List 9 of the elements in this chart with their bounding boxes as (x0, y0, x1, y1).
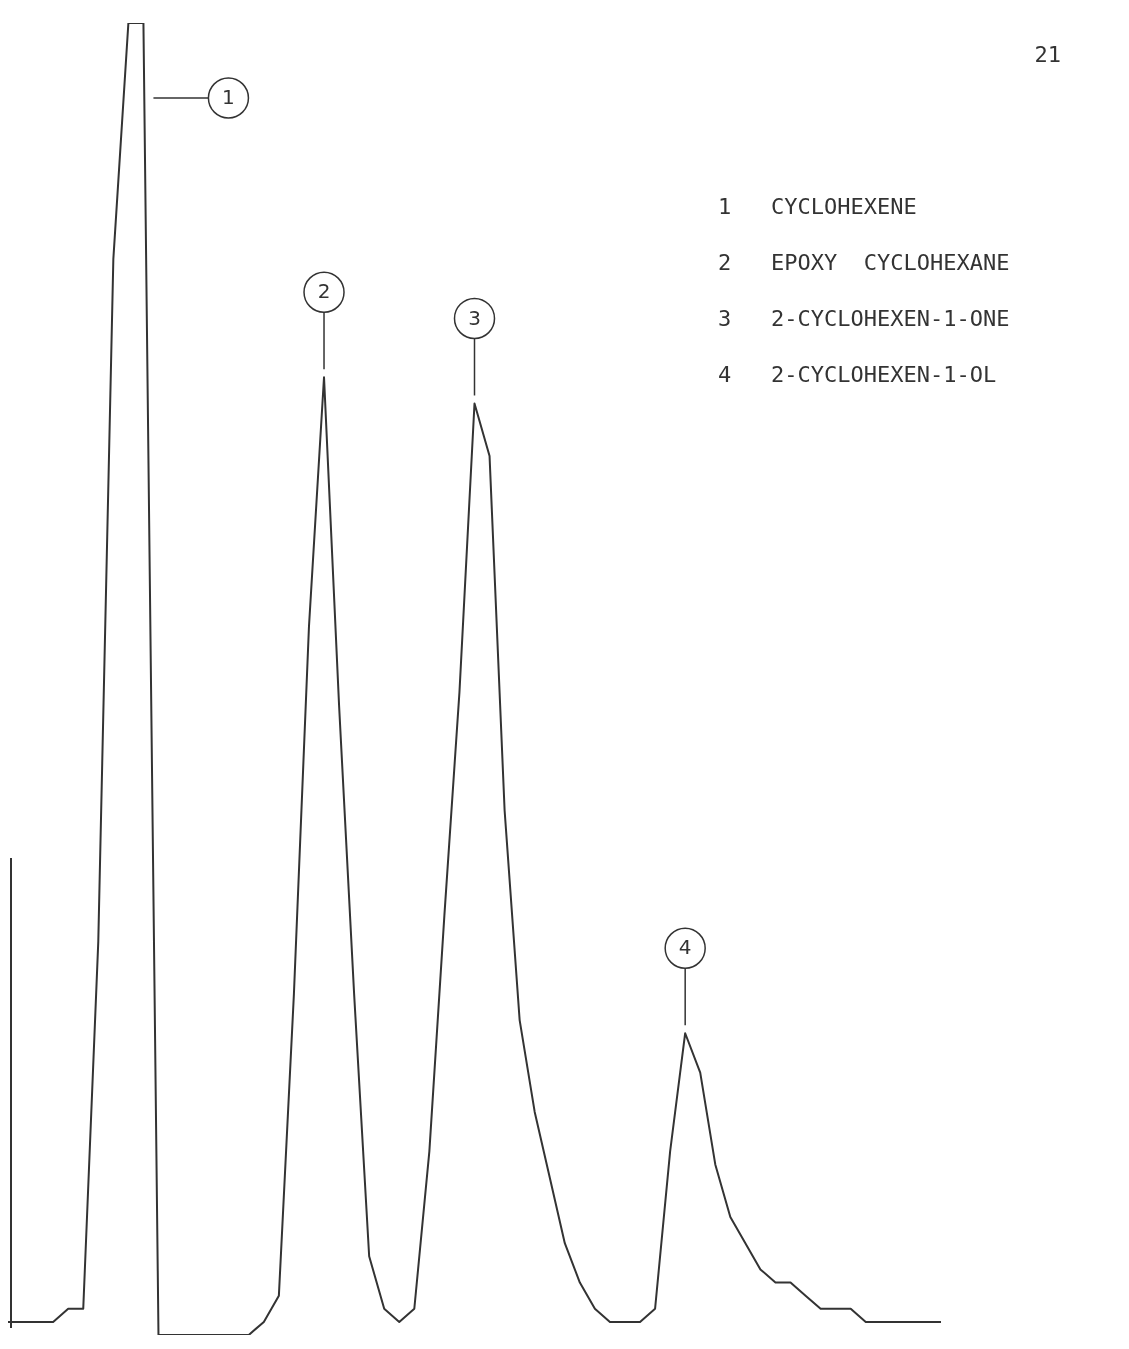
annotation: 4 (678, 935, 692, 960)
annotation: 3 2-CYCLOHEXEN-1-ONE (718, 305, 1010, 331)
annotation: 1 CYCLOHEXENE (718, 193, 917, 219)
annotation: 3 (468, 305, 481, 330)
annotation: 1 (222, 85, 235, 110)
text: 21 (1034, 41, 1061, 67)
annotation: 2 EPOXY CYCLOHEXANE (718, 249, 1010, 275)
annotation: 2 (317, 279, 331, 304)
annotation: 4 2-CYCLOHEXEN-1-OL (718, 361, 997, 387)
